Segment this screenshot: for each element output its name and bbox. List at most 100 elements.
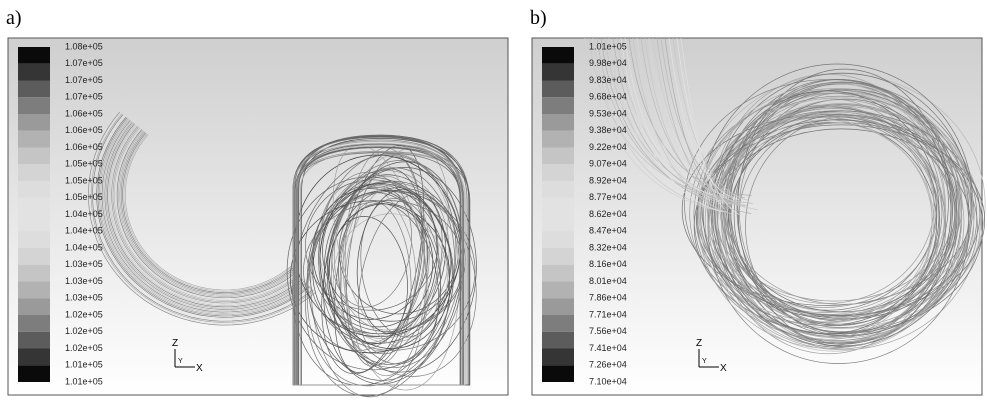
streamline: [105, 122, 304, 309]
streamline: [697, 88, 963, 349]
colorbar-swatch: [18, 197, 50, 215]
streamline: [293, 136, 464, 386]
axis-label: Y: [702, 358, 707, 365]
streamline: [620, 37, 722, 212]
colorbar-swatch: [542, 331, 574, 349]
colorbar-label: 1.02e+05: [65, 343, 103, 353]
streamline: [717, 119, 933, 323]
streamline: [660, 37, 745, 199]
streamline: [88, 111, 316, 326]
streamline: [711, 117, 938, 308]
streamline: [326, 167, 477, 373]
colorbar-label: 8.16e+04: [589, 259, 627, 269]
streamline: [104, 121, 305, 310]
streamline: [706, 97, 974, 313]
colorbar-swatch: [542, 147, 574, 165]
colorbar-label: 1.01e+05: [65, 360, 103, 370]
streamline: [632, 37, 732, 215]
streamline: [112, 126, 300, 303]
streamline: [93, 115, 312, 321]
streamline: [118, 130, 296, 297]
streamline: [307, 187, 425, 352]
colorbar-swatch: [18, 231, 50, 248]
streamline: [319, 183, 453, 349]
colorbar-label: 1.05e+05: [65, 175, 103, 185]
colorbar-swatch: [542, 298, 574, 315]
colorbar-swatch: [542, 80, 574, 98]
streamline: [296, 145, 466, 386]
streamline: [101, 120, 307, 313]
colorbar-label: 7.10e+04: [589, 376, 627, 386]
colorbar-swatch: [18, 214, 50, 232]
streamline: [338, 202, 440, 365]
streamline: [294, 146, 470, 386]
colorbar-label: 1.06e+05: [65, 108, 103, 118]
axis-label: Z: [696, 338, 702, 349]
colorbar-swatch: [18, 298, 50, 315]
streamline: [286, 176, 454, 371]
streamline: [608, 37, 731, 205]
streamline: [730, 114, 958, 320]
colorbar-swatch: [18, 164, 50, 181]
streamline: [100, 119, 308, 314]
colorbar-label: 1.04e+05: [65, 226, 103, 236]
colorbar-label: 9.98e+04: [589, 58, 627, 68]
streamline: [94, 115, 312, 319]
colorbar-label: 9.68e+04: [589, 92, 627, 102]
colorbar-label: 7.56e+04: [589, 326, 627, 336]
streamline: [111, 125, 301, 304]
streamline: [340, 146, 449, 355]
streamline: [689, 92, 972, 334]
streamline: [331, 185, 413, 308]
streamline: [96, 116, 311, 318]
colorbar-label: 1.07e+05: [65, 58, 103, 68]
colorbar-label: 7.86e+04: [589, 293, 627, 303]
streamline: [108, 124, 303, 306]
colorbar-swatch: [542, 348, 574, 366]
streamline: [711, 112, 945, 340]
colorbar-swatch: [18, 281, 50, 299]
streamline: [92, 114, 313, 322]
colorbar-swatch: [18, 80, 50, 98]
streamline: [297, 147, 461, 386]
streamline: [745, 116, 946, 336]
streamline: [116, 129, 297, 299]
streamline: [344, 184, 430, 351]
streamline: [114, 127, 299, 301]
colorbar-label: 8.01e+04: [589, 276, 627, 286]
streamline: [592, 37, 728, 213]
streamline: [737, 68, 952, 348]
panel-b-view: [531, 37, 983, 396]
streamline: [120, 131, 294, 295]
colorbar-swatch: [18, 264, 50, 282]
colorbar-swatch: [18, 331, 50, 349]
streamline: [680, 37, 725, 210]
colorbar-swatch: [542, 365, 574, 382]
streamline: [90, 113, 314, 323]
colorbar-swatch: [542, 114, 574, 131]
colorbar-label: 9.22e+04: [589, 142, 627, 152]
colorbar-swatch: [18, 130, 50, 148]
colorbar-label: 9.07e+04: [589, 159, 627, 169]
colorbar-label: 7.41e+04: [589, 343, 627, 353]
colorbar-swatch: [542, 264, 574, 282]
streamline: [723, 103, 963, 305]
colorbar-label: 1.01e+05: [589, 41, 627, 51]
streamline: [723, 88, 970, 337]
colorbar-swatch: [18, 63, 50, 81]
streamline: [707, 89, 970, 364]
panel-label: b): [530, 7, 547, 29]
colorbar-label: 8.32e+04: [589, 242, 627, 252]
colorbar-label: 9.83e+04: [589, 75, 627, 85]
colorbar-swatch: [542, 181, 574, 198]
streamline: [328, 216, 408, 345]
streamline: [698, 83, 972, 343]
colorbar-label: 1.05e+05: [65, 159, 103, 169]
streamline: [600, 37, 752, 214]
streamline: [648, 37, 740, 201]
colorbar-label: 8.62e+04: [589, 209, 627, 219]
colorbar-swatch: [542, 47, 574, 64]
streamline: [693, 119, 984, 335]
colorbar-label: 1.03e+05: [65, 259, 103, 269]
streamline: [704, 92, 981, 351]
